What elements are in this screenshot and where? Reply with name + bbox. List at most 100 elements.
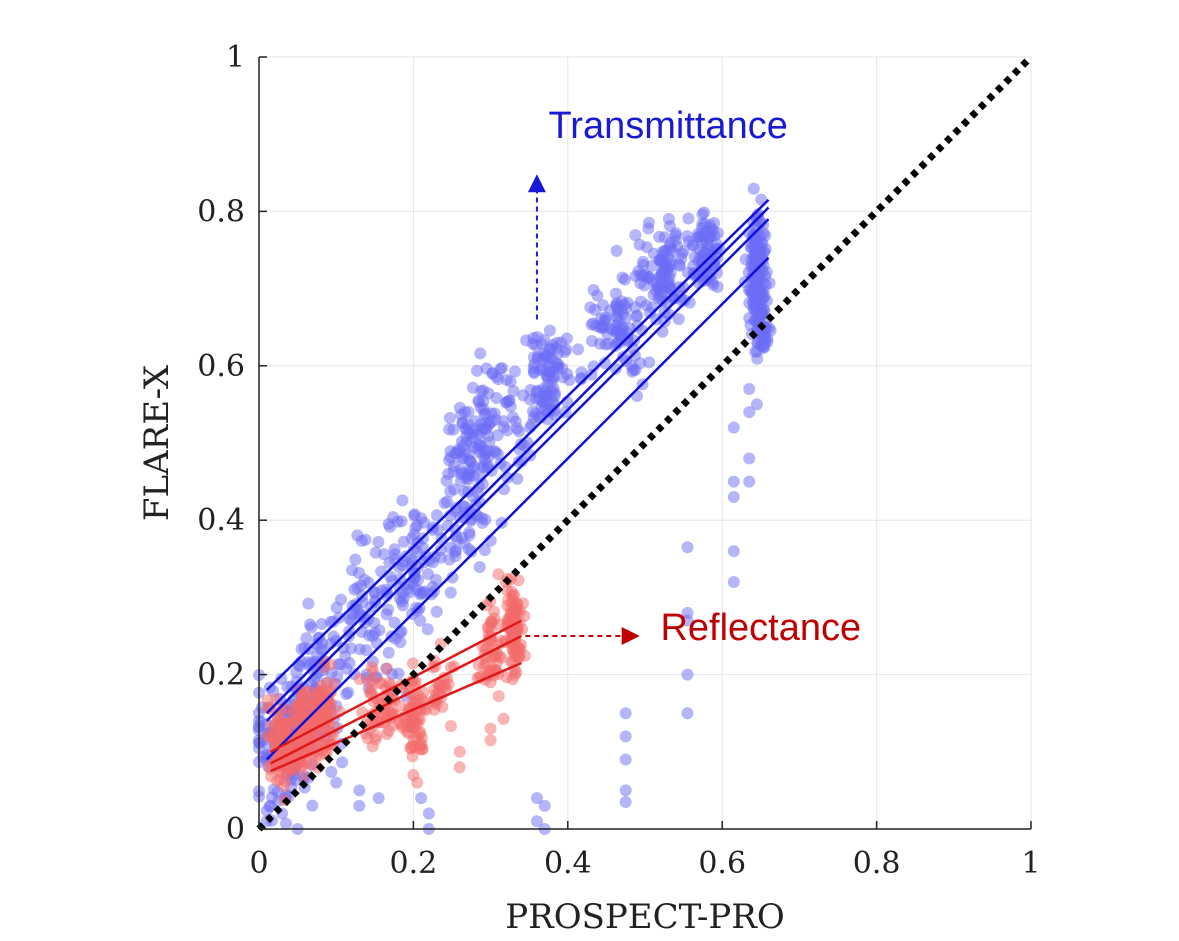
reflectance-point-307 (364, 683, 377, 696)
reflectance-point-430 (492, 690, 505, 703)
transmittance-point-462 (438, 497, 451, 510)
transmittance-point-470 (478, 544, 491, 557)
transmittance-point-846 (664, 242, 677, 255)
x-tick-label-0: 0 (249, 846, 268, 881)
y-tick-label-5: 1 (226, 40, 245, 75)
reflectance-point-60 (279, 775, 292, 788)
transmittance-point-636 (528, 366, 541, 379)
reflectance-point-369 (406, 674, 419, 687)
reflectance-point-281 (380, 662, 393, 675)
transmittance-point-289 (380, 608, 393, 621)
transmittance-point-215 (334, 593, 347, 606)
transmittance-point-556 (479, 455, 492, 468)
y-tick-label-0: 0 (226, 812, 245, 847)
transmittance-point-1126 (353, 784, 366, 797)
transmittance-point-181 (342, 686, 355, 699)
reflectance-point-544 (492, 568, 505, 581)
transmittance-point-1116 (758, 304, 771, 317)
transmittance-point-813 (672, 313, 685, 326)
reflectance-point-269 (380, 728, 393, 741)
transmittance-point-326 (430, 605, 443, 618)
transmittance-point-908 (698, 206, 711, 219)
transmittance-point-609 (543, 324, 556, 337)
tick-labels: 0 0.2 0.4 0.6 0.8 1 0 0.2 0.4 0.6 0.8 1 (197, 40, 1040, 881)
transmittance-point-737 (595, 322, 608, 335)
axes (258, 56, 1032, 830)
transmittance-point-538 (462, 405, 475, 418)
fit-lines (265, 198, 770, 773)
transmittance-point-554 (490, 370, 503, 383)
reflectance-point-368 (413, 743, 426, 756)
reflectance-point-397 (428, 703, 441, 716)
transmittance-point-269 (353, 643, 366, 656)
transmittance-point-847 (662, 261, 675, 274)
transmittance-point-513 (506, 411, 519, 424)
transmittance-point-548 (475, 439, 488, 452)
transmittance-point-732 (628, 349, 641, 362)
reflectance-point-362 (410, 731, 423, 744)
transmittance-point-475 (449, 544, 462, 557)
reflectance-point-70 (265, 719, 278, 732)
reflectance-point-235 (318, 654, 331, 667)
transmittance-point-555 (466, 381, 479, 394)
reflectance-point-356 (411, 688, 424, 701)
transmittance-point-1145 (727, 475, 740, 488)
transmittance-point-369 (396, 599, 409, 612)
transmittance-point-834 (677, 245, 690, 258)
transmittance-point-1153 (743, 475, 756, 488)
transmittance-point-543 (464, 436, 477, 449)
transmittance-point-239 (392, 667, 405, 680)
transmittance-point-274 (355, 625, 368, 638)
transmittance-point-642 (541, 349, 554, 362)
transmittance-point-1154 (750, 398, 763, 411)
transmittance-point-739 (598, 357, 611, 370)
transmittance-point-721 (609, 340, 622, 353)
reflectance-point-284 (373, 676, 386, 689)
transmittance-point-1144 (681, 707, 694, 720)
transmittance-point-260 (327, 615, 340, 628)
transmittance-point-353 (388, 616, 401, 629)
transmittance-point-553 (474, 401, 487, 414)
transmittance-point-685 (585, 335, 598, 348)
transmittance-point-915 (698, 247, 711, 260)
transmittance-point-529 (471, 364, 484, 377)
reflectance-point-391 (444, 720, 457, 733)
y-tick-label-2: 0.4 (197, 503, 245, 538)
transmittance-point-1149 (727, 421, 740, 434)
transmittance-point-492 (508, 365, 521, 378)
transmittance-point-517 (513, 425, 526, 438)
transmittance-point-338 (416, 541, 429, 554)
transmittance-point-355 (411, 584, 424, 597)
reflectance-point-72 (274, 703, 287, 716)
transmittance-point-503 (468, 460, 481, 473)
transmittance-point-729 (610, 244, 623, 257)
reflectance-fit-line-2 (270, 619, 523, 753)
transmittance-point-559 (478, 422, 491, 435)
transmittance-point-201 (302, 597, 315, 610)
transmittance-point-466 (458, 447, 471, 460)
transmittance-point-653 (643, 356, 656, 369)
transmittance-point-547 (488, 407, 501, 420)
transmittance-point-840 (647, 247, 660, 260)
x-tick-label-4: 0.8 (853, 846, 901, 881)
x-tick-label-2: 0.4 (544, 846, 592, 881)
transmittance-point-738 (619, 311, 632, 324)
transmittance-point-275 (354, 579, 367, 592)
y-tick-label-3: 0.6 (197, 349, 245, 384)
grid (258, 56, 1032, 830)
reflectance-point-539 (506, 589, 519, 602)
transmittance-point-1130 (422, 807, 435, 820)
transmittance-point-479 (458, 500, 471, 513)
transmittance-point-648 (538, 390, 551, 403)
transmittance-point-643 (541, 369, 554, 382)
transmittance-point-710 (599, 338, 612, 351)
transmittance-point-1134 (530, 815, 543, 828)
transmittance-point-321 (396, 494, 409, 507)
reflectance-point-245 (320, 685, 333, 698)
transmittance-point-615 (524, 393, 537, 406)
transmittance-point-646 (528, 358, 541, 371)
transmittance-point-493 (454, 463, 467, 476)
transmittance-point-810 (653, 230, 666, 243)
transmittance-point-202 (302, 656, 315, 669)
transmittance-point-833 (643, 271, 656, 284)
